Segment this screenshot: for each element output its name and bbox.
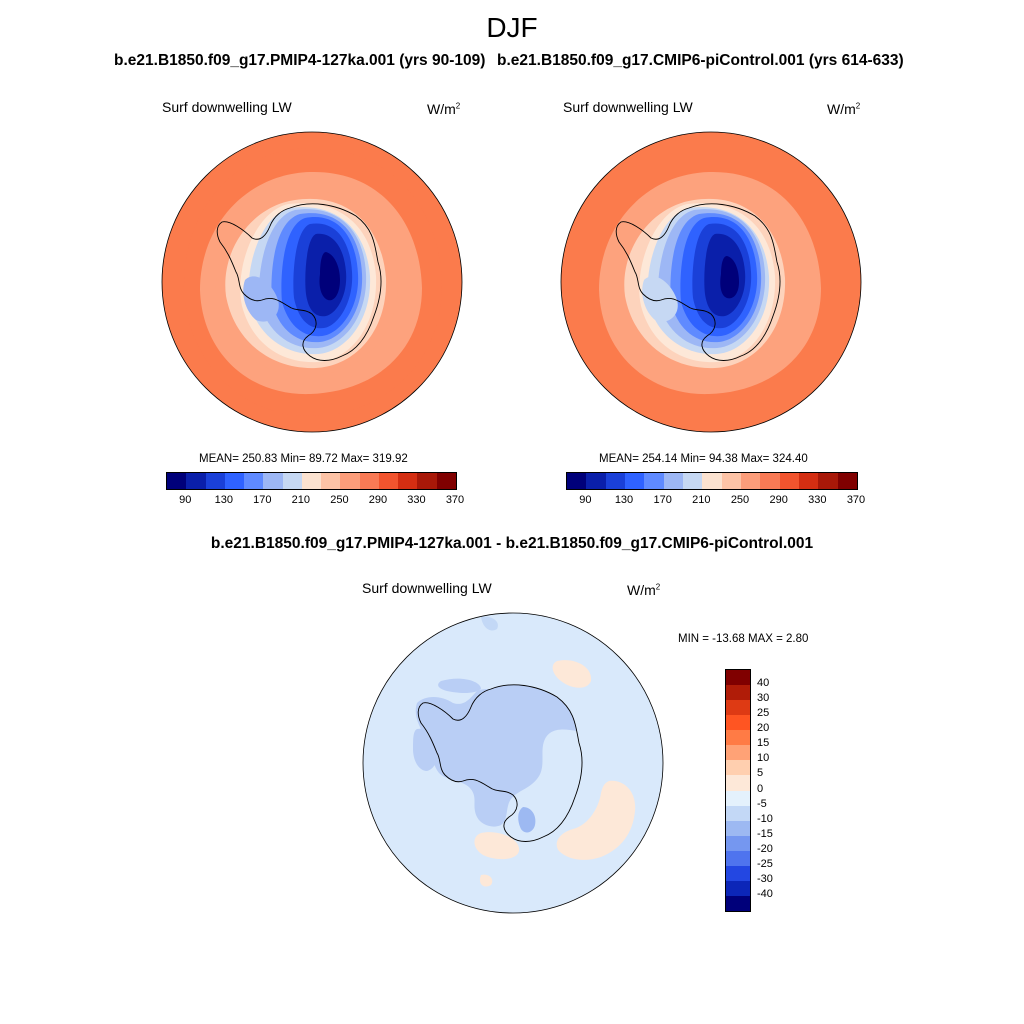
colorbar-tick-label: 130 — [614, 494, 634, 506]
colorbar-tick-label: 330 — [808, 494, 827, 506]
colorbar-swatch — [224, 473, 245, 489]
colorbar-tick-label: 370 — [846, 494, 866, 506]
colorbar-tick-label: 290 — [368, 494, 388, 506]
colorbar-swatch — [779, 473, 799, 489]
colorbar-tick-label: 20 — [757, 722, 770, 735]
colorbar-swatch — [726, 685, 750, 701]
colorbar-swatch — [837, 473, 857, 489]
colorbar-swatch — [567, 473, 587, 489]
colorbar-swatch — [721, 473, 741, 489]
colorbar-swatch — [740, 473, 761, 489]
colorbar-swatch — [436, 473, 456, 489]
colorbar-swatch — [321, 473, 341, 489]
figure-title: DJF — [486, 12, 538, 43]
diff-panel-variable: Surf downwelling LW — [362, 580, 492, 596]
colorbar-tick-label: -15 — [757, 827, 773, 840]
colorbar-swatch — [726, 775, 750, 791]
colorbar-swatch — [726, 850, 750, 866]
colorbar-swatch — [586, 473, 606, 489]
colorbar-swatch — [726, 880, 750, 896]
colorbar-tick-label: -20 — [757, 842, 773, 855]
colorbar-tick-label: 90 — [179, 494, 192, 506]
panel-left-title: b.e21.B1850.f09_g17.PMIP4-127ka.001 (yrs… — [114, 52, 486, 69]
panel-left-colorbar — [166, 472, 457, 490]
colorbar-swatch — [186, 473, 206, 489]
colorbar-swatch — [702, 473, 722, 489]
colorbar-tick-label: 25 — [757, 707, 770, 720]
colorbar-tick-label: -5 — [757, 797, 767, 810]
colorbar-swatch — [726, 865, 750, 881]
panel-right-title: b.e21.B1850.f09_g17.CMIP6-piControl.001 … — [497, 52, 904, 69]
panel-left-units: W/m2 — [427, 101, 461, 117]
panel-right-units: W/m2 — [827, 101, 861, 117]
colorbar-swatch — [726, 700, 750, 716]
colorbar-swatch — [398, 473, 418, 489]
colorbar-swatch — [340, 473, 360, 489]
colorbar-swatch — [726, 790, 750, 806]
colorbar-swatch — [726, 730, 750, 746]
colorbar-swatch — [726, 895, 750, 911]
colorbar-swatch — [726, 745, 750, 761]
colorbar-tick-label: 250 — [730, 494, 750, 506]
colorbar-swatch — [726, 835, 750, 851]
colorbar-tick-label: -10 — [757, 812, 773, 825]
panel-right-stats: MEAN= 254.14 Min= 94.38 Max= 324.40 — [599, 453, 808, 465]
colorbar-swatch — [726, 670, 750, 686]
panel-right-map — [560, 131, 862, 433]
colorbar-tick-label: 170 — [653, 494, 672, 506]
colorbar-tick-label: 170 — [253, 494, 272, 506]
colorbar-swatch — [205, 473, 225, 489]
panel-left-stats: MEAN= 250.83 Min= 89.72 Max= 319.92 — [199, 453, 408, 465]
diff-panel-map — [362, 612, 664, 914]
colorbar-tick-label: 15 — [757, 737, 770, 750]
diff-panel-units: W/m2 — [627, 582, 661, 598]
colorbar-tick-label: 250 — [330, 494, 349, 506]
colorbar-swatch — [818, 473, 838, 489]
colorbar-swatch — [378, 473, 399, 489]
colorbar-swatch — [244, 473, 264, 489]
panel-left-variable: Surf downwelling LW — [162, 99, 292, 115]
colorbar-tick-label: 210 — [692, 494, 711, 506]
colorbar-swatch — [726, 820, 750, 836]
colorbar-tick-label: 130 — [214, 494, 233, 506]
colorbar-swatch — [726, 715, 750, 731]
colorbar-swatch — [263, 473, 283, 489]
colorbar-tick-label: 290 — [769, 494, 788, 506]
diff-panel-colorbar — [725, 669, 751, 912]
colorbar-swatch — [417, 473, 437, 489]
colorbar-swatch — [301, 473, 322, 489]
colorbar-swatch — [760, 473, 780, 489]
diff-panel-title: b.e21.B1850.f09_g17.PMIP4-127ka.001 - b.… — [210, 535, 814, 552]
colorbar-tick-label: 10 — [757, 752, 770, 765]
colorbar-swatch — [798, 473, 819, 489]
colorbar-swatch — [605, 473, 625, 489]
colorbar-swatch — [167, 473, 187, 489]
panel-right-colorbar-ticks: 90 130 170 210 250 290 330 370 — [566, 494, 865, 508]
diff-panel-stats: MIN = -13.68 MAX = 2.80 — [678, 633, 809, 645]
panel-left-map — [161, 131, 463, 433]
colorbar-swatch — [282, 473, 302, 489]
colorbar-swatch — [359, 473, 379, 489]
colorbar-swatch — [663, 473, 683, 489]
colorbar-tick-label: 0 — [757, 782, 764, 795]
colorbar-swatch — [726, 760, 750, 776]
colorbar-tick-label: -25 — [757, 857, 773, 870]
colorbar-swatch — [726, 805, 750, 821]
colorbar-swatch — [644, 473, 664, 489]
panel-right-colorbar — [566, 472, 858, 490]
colorbar-tick-label: -40 — [757, 887, 773, 900]
panel-left-colorbar-ticks: 90 130 170 210 250 290 330 370 — [166, 494, 464, 508]
colorbar-tick-label: 5 — [757, 767, 764, 780]
colorbar-tick-label: 370 — [445, 494, 465, 506]
colorbar-swatch — [624, 473, 645, 489]
colorbar-tick-label: 30 — [757, 692, 770, 705]
colorbar-tick-label: -30 — [757, 872, 773, 885]
colorbar-tick-label: 40 — [757, 677, 770, 690]
colorbar-tick-label: 90 — [579, 494, 592, 506]
colorbar-tick-label: 210 — [291, 494, 311, 506]
colorbar-tick-label: 330 — [407, 494, 426, 506]
panel-right-variable: Surf downwelling LW — [563, 99, 693, 115]
diff-panel-colorbar-ticks: 40 30 25 20 15 10 5 0 -5 -10 -15 -20 -25 -30 -40 — [757, 669, 797, 910]
colorbar-swatch — [682, 473, 703, 489]
